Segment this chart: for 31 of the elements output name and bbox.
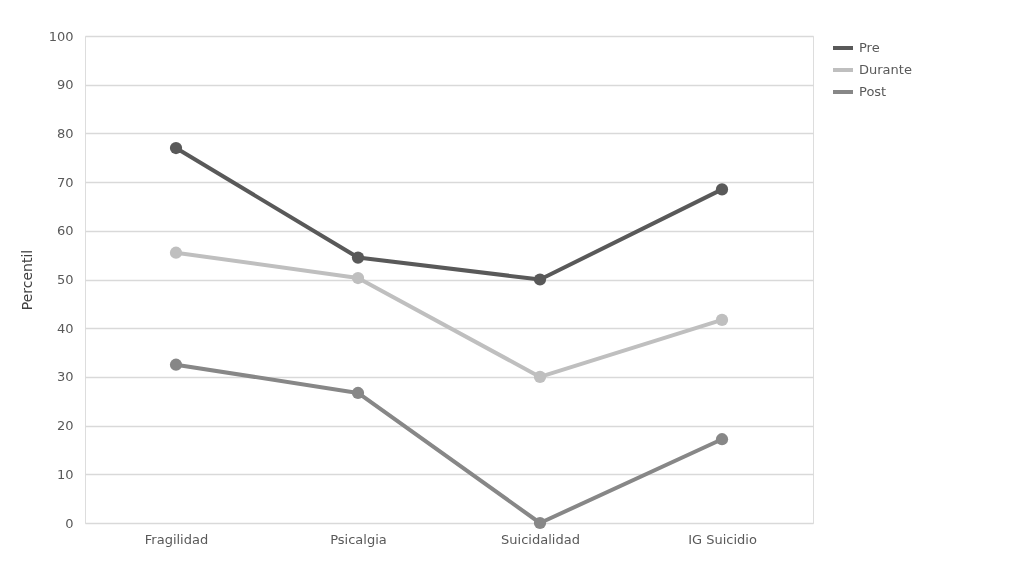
y-tick-label: 40 (56, 320, 74, 336)
y-tick-label: 70 (56, 174, 74, 190)
point (169, 246, 183, 259)
x-tick-label: Psicalgia (330, 531, 387, 547)
y-tick-label: 20 (56, 418, 74, 434)
y-tick-label: 0 (65, 515, 74, 531)
point (351, 271, 365, 285)
y-tick-label: 10 (56, 466, 74, 482)
legend-label: Pre (859, 40, 880, 55)
point (351, 251, 365, 264)
point (715, 433, 729, 446)
y-tick-label: 90 (56, 77, 74, 93)
x-tick-label: IG Suicidio (688, 531, 757, 547)
point (533, 370, 547, 384)
y-axis-title: Percentil (18, 249, 35, 311)
point (715, 313, 729, 327)
point (169, 358, 183, 371)
point (533, 516, 547, 530)
point (533, 273, 547, 286)
legend-label: Durante (859, 62, 912, 77)
y-tick-label: 50 (56, 272, 74, 287)
legend-label: Post (859, 84, 887, 99)
y-tick-label: 80 (56, 125, 74, 141)
x-tick-label: Suicidalidad (501, 531, 580, 547)
x-tick-label: Fragilidad (144, 531, 209, 547)
point (715, 183, 729, 196)
point (351, 386, 365, 400)
y-tick-label: 60 (56, 223, 74, 239)
point (169, 141, 183, 155)
y-tick-label: 30 (56, 369, 74, 385)
y-tick-label: 100 (48, 28, 74, 44)
